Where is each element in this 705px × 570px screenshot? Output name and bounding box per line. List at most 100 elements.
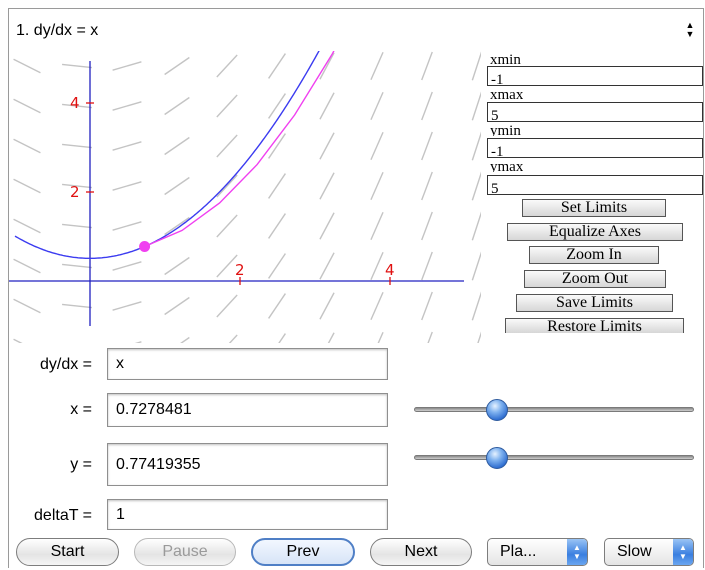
slope-segment <box>216 54 238 78</box>
slope-segment <box>112 181 142 191</box>
slope-segment <box>370 171 384 201</box>
x-label: x = <box>70 401 92 418</box>
slope-segment <box>13 178 41 194</box>
x-slider-track <box>414 407 694 412</box>
slope-segment <box>13 218 41 234</box>
slope-segment <box>112 101 142 111</box>
x-slider[interactable] <box>414 399 694 421</box>
problem-select[interactable]: 1. dy/dx = x ▲ ▼ <box>9 9 703 51</box>
slope-segment <box>134 341 142 343</box>
slope-segment <box>319 52 335 80</box>
slope-field-plot[interactable]: 2 4 2 4 <box>9 51 481 343</box>
y-slider-track <box>414 455 694 460</box>
slope-segment <box>13 258 41 274</box>
mode-popup[interactable]: Pla... ▲ ▼ <box>487 538 588 566</box>
ymax-label: ymax <box>490 160 524 172</box>
ymin-label: ymin <box>490 124 521 136</box>
slope-segment <box>471 291 481 321</box>
dydx-input[interactable]: x <box>107 348 388 380</box>
slope-segment <box>62 143 92 149</box>
slope-segment <box>370 211 384 241</box>
slope-segment <box>421 211 433 241</box>
slope-field <box>13 51 481 343</box>
slope-segment <box>164 296 190 316</box>
slope-segment <box>112 261 142 271</box>
slope-segment <box>268 133 286 159</box>
slope-segment <box>471 251 481 281</box>
deltat-label: deltaT = <box>34 507 92 524</box>
slope-segment <box>427 331 433 343</box>
slope-segment <box>319 92 335 120</box>
speed-popup[interactable]: Slow ▲ ▼ <box>604 538 694 566</box>
popup-arrows-icon: ▲ ▼ <box>567 539 587 565</box>
slope-segment <box>370 291 384 321</box>
euler-curve <box>144 51 335 248</box>
slope-segment <box>471 91 481 121</box>
slope-segment <box>112 301 142 311</box>
slope-segment <box>471 51 481 81</box>
slope-segment <box>216 174 238 198</box>
slope-segment <box>62 103 92 109</box>
problem-select-label: 1. dy/dx = x <box>16 22 99 39</box>
x-input[interactable]: 0.7278481 <box>107 393 388 427</box>
slope-segment <box>319 132 335 160</box>
slope-segment <box>471 211 481 241</box>
x-tick-label: 2 <box>235 261 245 279</box>
set-limits-button[interactable]: Set Limits <box>522 199 666 217</box>
slope-segment <box>164 216 190 236</box>
plot-curves <box>14 51 335 259</box>
ymax-input[interactable]: 5 <box>487 175 703 195</box>
slope-segment <box>13 58 41 74</box>
zoom-out-button[interactable]: Zoom Out <box>524 270 666 288</box>
y-label: y = <box>70 456 92 473</box>
slope-segment <box>370 91 384 121</box>
slope-segment <box>13 298 41 314</box>
slope-segment <box>421 91 433 121</box>
y-slider[interactable] <box>414 447 694 469</box>
slope-segment <box>471 131 481 161</box>
xmax-input[interactable]: 5 <box>487 102 703 122</box>
slope-segment <box>180 336 190 343</box>
slope-segment <box>268 173 286 199</box>
deltat-input[interactable]: 1 <box>107 499 388 530</box>
slope-segment <box>62 183 92 189</box>
slope-segment <box>477 331 481 343</box>
slope-segment <box>13 338 23 343</box>
xmin-input[interactable]: -1 <box>487 66 703 86</box>
save-limits-button[interactable]: Save Limits <box>516 294 673 312</box>
zoom-in-button[interactable]: Zoom In <box>529 246 659 264</box>
start-button[interactable]: Start <box>16 538 119 566</box>
plot-axes: 2 4 2 4 <box>9 61 464 326</box>
slope-segment <box>216 254 238 278</box>
slope-segment <box>216 94 238 118</box>
equalize-axes-button[interactable]: Equalize Axes <box>507 223 683 241</box>
slope-segment <box>421 251 433 281</box>
y-input[interactable]: 0.77419355 <box>107 443 388 486</box>
up-down-arrows-icon: ▲ ▼ <box>685 20 695 39</box>
y-tick-label: 4 <box>70 94 80 112</box>
slope-segment <box>421 131 433 161</box>
slope-segment <box>62 263 92 269</box>
y-tick-label: 2 <box>70 183 80 201</box>
slope-segment <box>268 293 286 319</box>
x-slider-knob[interactable] <box>486 399 509 421</box>
popup-arrows-icon: ▲ ▼ <box>673 539 693 565</box>
next-button[interactable]: Next <box>370 538 472 566</box>
pause-button[interactable]: Pause <box>134 538 236 566</box>
dydx-label: dy/dx = <box>39 356 92 373</box>
slope-segment <box>370 251 384 281</box>
slope-segment <box>164 56 190 76</box>
prev-button[interactable]: Prev <box>251 538 355 566</box>
restore-limits-button[interactable]: Restore Limits <box>505 318 684 333</box>
ymin-input[interactable]: -1 <box>487 138 703 158</box>
slope-segment <box>370 131 384 161</box>
slope-segment <box>471 171 481 201</box>
slope-segment <box>377 331 384 343</box>
slope-segment <box>62 223 92 229</box>
slope-segment <box>319 172 335 200</box>
mode-popup-label: Pla... <box>500 543 537 560</box>
slope-segment <box>112 221 142 231</box>
slope-segment <box>319 252 335 280</box>
y-slider-knob[interactable] <box>486 447 509 469</box>
slope-segment <box>268 93 286 119</box>
